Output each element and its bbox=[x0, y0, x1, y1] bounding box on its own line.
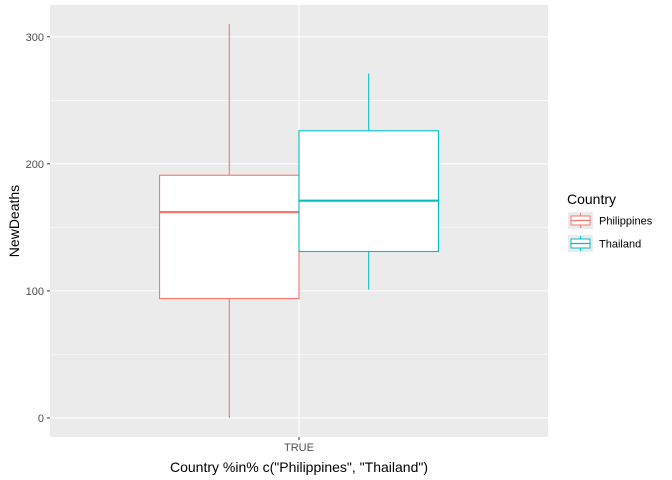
legend-label: Philippines bbox=[599, 216, 653, 228]
legend: Philippines Thailand bbox=[568, 212, 653, 252]
y-tick-label: 0 bbox=[38, 413, 44, 425]
y-axis-title: NewDeaths bbox=[6, 185, 22, 257]
box-philippines bbox=[159, 24, 300, 418]
x-axis: TRUE bbox=[284, 437, 314, 454]
x-axis-title: Country %in% c("Philippines", "Thailand"… bbox=[170, 459, 428, 475]
iqr-box bbox=[159, 174, 300, 300]
y-tick-label: 100 bbox=[26, 286, 44, 298]
boxes bbox=[159, 24, 439, 418]
legend-title: Country bbox=[567, 191, 616, 207]
legend-item-philippines: Philippines bbox=[568, 212, 653, 229]
y-axis: 0 100 200 300 bbox=[26, 32, 50, 425]
iqr-box bbox=[298, 130, 439, 253]
y-tick-label: 200 bbox=[26, 159, 44, 171]
legend-item-thailand: Thailand bbox=[568, 235, 641, 252]
legend-label: Thailand bbox=[599, 239, 641, 251]
x-tick-label: TRUE bbox=[284, 442, 314, 454]
y-tick-label: 300 bbox=[26, 32, 44, 44]
box-thailand bbox=[298, 73, 439, 290]
